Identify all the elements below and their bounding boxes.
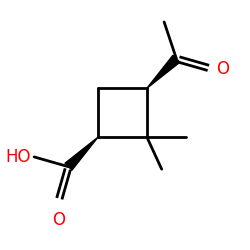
Text: HO: HO: [5, 148, 30, 166]
Text: O: O: [52, 211, 65, 229]
Text: O: O: [216, 60, 229, 78]
Polygon shape: [147, 55, 180, 88]
Polygon shape: [65, 137, 98, 170]
